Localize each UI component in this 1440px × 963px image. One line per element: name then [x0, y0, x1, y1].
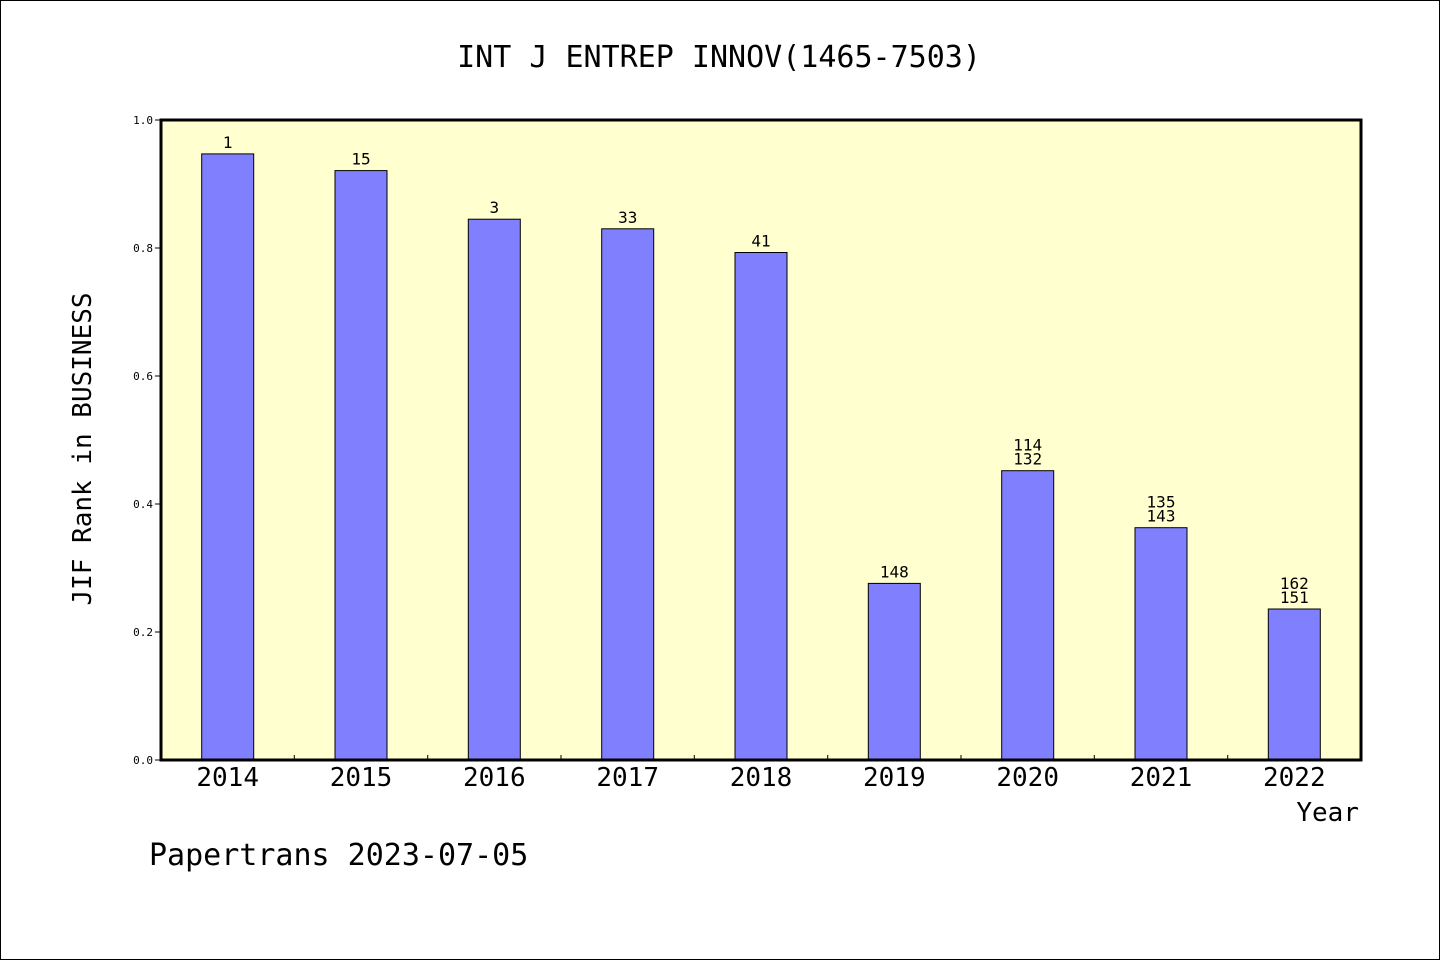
bar-2021: [1134, 527, 1188, 761]
y-tick-label-0.0: 0.0: [133, 754, 153, 767]
data-label-2019-1: 148: [880, 562, 909, 581]
data-label-2021-1: 135: [1147, 493, 1176, 512]
data-label-2016-1: 3: [489, 198, 499, 217]
bar-2014: [201, 153, 255, 761]
x-tick-label-2016: 2016: [463, 763, 526, 793]
chart-title: INT J ENTREP INNOV(1465-7503): [457, 40, 981, 75]
x-tick-label-2022: 2022: [1263, 763, 1326, 793]
x-axis-label: Year: [1296, 798, 1359, 828]
plot-border: [159, 118, 1363, 762]
data-label-2022-1: 162: [1280, 574, 1309, 593]
data-label-2022-2: 151: [1280, 588, 1309, 607]
data-label-2021-2: 143: [1147, 507, 1176, 526]
y-tick-label-0.2: 0.2: [133, 626, 153, 639]
axes-layer: 2014 2015 2016 2017 2018 2019 2020 2021 2022 0.0 0…: [133, 114, 1325, 793]
data-label-2018-1: 41: [751, 232, 770, 251]
data-label-2015-1: 15: [351, 150, 370, 169]
data-label-2020-2: 132: [1013, 450, 1042, 469]
bar-2017: [601, 228, 655, 761]
footer-text: Papertrans 2023-07-05: [149, 838, 528, 873]
x-tick-label-2015: 2015: [330, 763, 393, 793]
bar-2020: [1001, 470, 1055, 761]
bar-2015: [334, 170, 388, 761]
x-tick-label-2021: 2021: [1130, 763, 1193, 793]
x-tick-label-2017: 2017: [596, 763, 659, 793]
data-label-2020-1: 114: [1013, 436, 1042, 455]
bar-2016: [467, 218, 521, 761]
data-label-2017-1: 33: [618, 208, 637, 227]
bar-2022: [1267, 608, 1321, 761]
x-tick-label-2020: 2020: [996, 763, 1059, 793]
x-tick-label-2019: 2019: [863, 763, 926, 793]
bar-2019: [867, 582, 921, 761]
x-tick-label-2014: 2014: [196, 763, 259, 793]
y-tick-label-0.8: 0.8: [133, 242, 153, 255]
data-label-2014-1: 1: [223, 133, 233, 152]
bar-2018: [734, 252, 788, 761]
x-tick-label-2018: 2018: [730, 763, 793, 793]
y-axis-label: JIF Rank in BUSINESS: [68, 292, 98, 605]
y-tick-label-1.0: 1.0: [133, 114, 153, 127]
y-tick-label-0.4: 0.4: [133, 498, 153, 511]
y-tick-label-0.6: 0.6: [133, 370, 153, 383]
